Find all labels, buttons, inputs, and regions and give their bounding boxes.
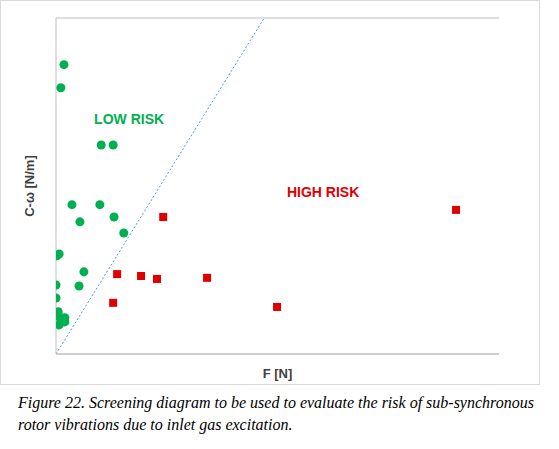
svg-text:F [N]: F [N] <box>263 366 293 381</box>
svg-text:LOW RISK: LOW RISK <box>94 111 164 127</box>
svg-text:C-ω [N/m]: C-ω [N/m] <box>22 155 37 217</box>
svg-text:HIGH RISK: HIGH RISK <box>287 184 359 200</box>
html-text:Figure 22. Screening diagram t: Figure 22. Screening diagram to be used … <box>18 394 534 433</box>
